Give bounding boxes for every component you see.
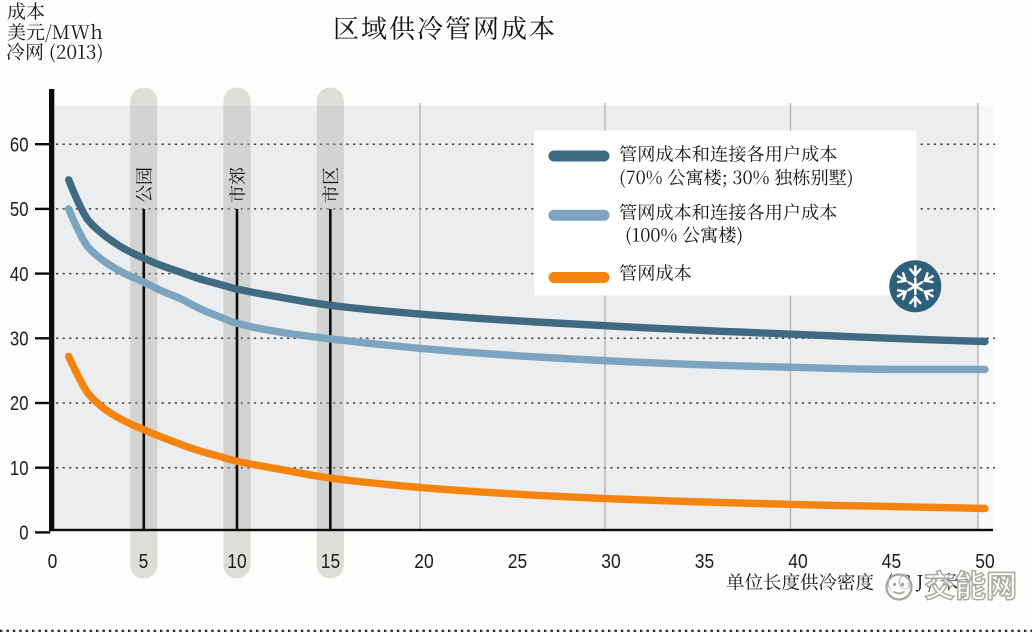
svg-text:10: 10 (227, 551, 246, 573)
svg-text:0: 0 (48, 551, 58, 573)
svg-text:0: 0 (19, 523, 28, 545)
svg-text:30: 30 (601, 551, 620, 573)
svg-text:5: 5 (139, 551, 149, 573)
svg-text:10: 10 (10, 458, 29, 480)
svg-text:15: 15 (321, 551, 340, 573)
svg-text:40: 40 (10, 264, 29, 286)
svg-text:20: 20 (10, 393, 29, 415)
svg-text:25: 25 (508, 551, 527, 573)
svg-text:60: 60 (10, 134, 29, 156)
svg-text:45: 45 (882, 551, 901, 573)
svg-text:35: 35 (695, 551, 714, 573)
svg-text:50: 50 (10, 199, 29, 221)
svg-text:50: 50 (975, 551, 994, 573)
svg-text:20: 20 (414, 551, 433, 573)
svg-text:40: 40 (788, 551, 807, 573)
svg-text:30: 30 (10, 329, 29, 351)
